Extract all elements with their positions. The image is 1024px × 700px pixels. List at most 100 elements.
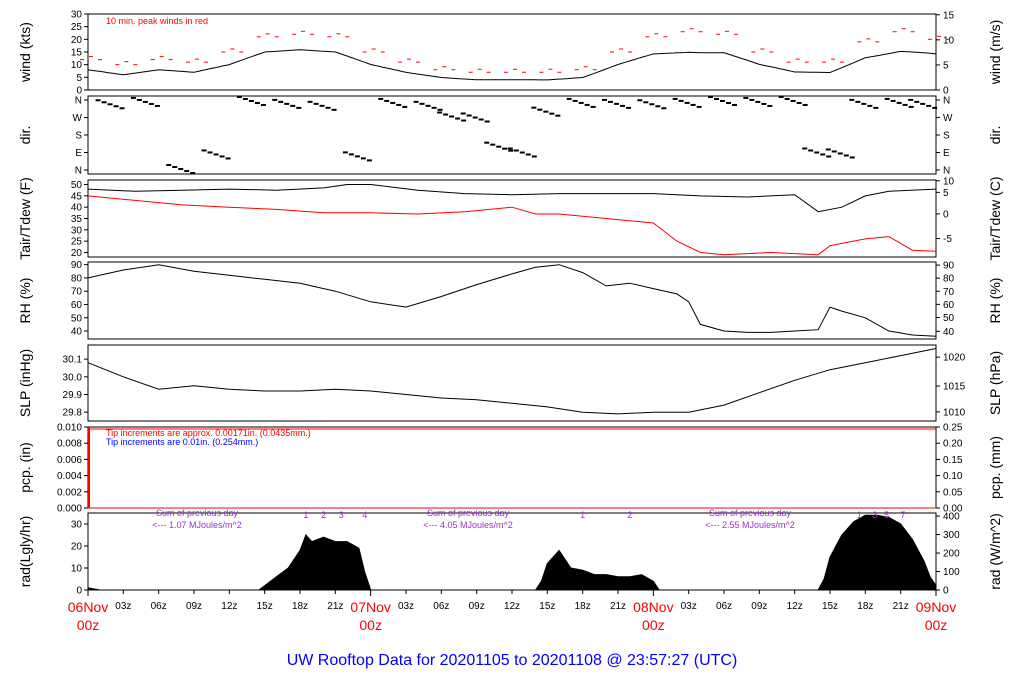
left-tick-label: 0.002 (57, 487, 82, 498)
direction-mark (325, 106, 331, 109)
left-tick-label: 90 (71, 260, 83, 271)
x-tick-label: 09z (751, 601, 767, 612)
direction-mark (778, 95, 784, 98)
y-label-left: wind (kts) (17, 22, 33, 83)
direction-mark (260, 103, 266, 106)
direction-mark (678, 99, 684, 102)
direction-mark (184, 170, 190, 173)
direction-mark (726, 101, 731, 104)
left-tick-label: 25 (71, 22, 83, 33)
direction-mark (932, 106, 938, 109)
x-tick-label: 21z (327, 601, 343, 612)
left-tick-label: 20 (71, 248, 83, 259)
direction-mark (342, 151, 348, 154)
direction-mark (490, 143, 496, 146)
direction-mark (437, 111, 443, 114)
right-tick-label: W (943, 113, 953, 124)
direction-mark (172, 166, 178, 169)
right-tick-label: S (943, 131, 950, 142)
direction-mark (154, 104, 160, 107)
radiation-marker: 1 (857, 510, 862, 520)
direction-mark (225, 157, 231, 160)
x-tick-label: 06z (716, 601, 732, 612)
direction-mark (537, 108, 543, 111)
direction-mark (331, 108, 337, 111)
y-label-left: dir. (17, 126, 33, 145)
panel-slp: 29.8 29.9 30.0 30.1 1010 1015 1020 SLP (inHg) SL… (17, 344, 1003, 422)
x-day-label: 09Nov (916, 599, 956, 615)
direction-mark (507, 147, 513, 150)
x-tick-label: 06z (151, 601, 167, 612)
direction-mark (902, 103, 908, 106)
x-tick-label: 18z (575, 601, 591, 612)
x-day-time: 00z (642, 617, 665, 633)
direction-mark (248, 99, 254, 102)
direction-mark (95, 99, 101, 102)
direction-mark (513, 149, 519, 152)
right-tick-label: 80 (943, 274, 955, 285)
right-tick-label: 200 (943, 549, 960, 560)
direction-mark (219, 155, 225, 158)
x-day-label: 07Nov (350, 599, 390, 615)
left-tick-label: 0 (76, 586, 82, 597)
x-day-time: 00z (77, 617, 100, 633)
wind-speed-line (87, 49, 937, 81)
direction-mark (914, 100, 920, 103)
direction-mark (784, 97, 790, 100)
left-tick-label: N (75, 166, 82, 177)
direction-mark (655, 105, 661, 108)
left-tick-label: 45 (71, 191, 83, 202)
y-label-right: wind (m/s) (987, 20, 1003, 86)
y-label-right: RH (%) (987, 278, 1003, 324)
left-tick-label: 0.004 (57, 471, 82, 482)
left-tick-label: 30 (71, 520, 83, 531)
direction-mark (296, 106, 302, 109)
direction-mark (578, 101, 584, 104)
left-tick-label: 30 (71, 225, 83, 236)
radiation-marker: 4 (362, 510, 367, 520)
chart-title: UW Rooftop Data for 20201105 to 20201108… (287, 652, 738, 669)
direction-mark (360, 157, 366, 160)
left-tick-label: W (73, 113, 83, 124)
y-label-right: rad (W/m^2) (987, 513, 1003, 590)
radiation-area (87, 534, 372, 591)
left-tick-label: 30.0 (63, 372, 83, 383)
direction-mark (696, 105, 702, 108)
x-tick-label: 09z (469, 601, 485, 612)
right-tick-label: 1015 (943, 382, 966, 393)
radiation-marker: 1 (580, 510, 585, 520)
right-tick-label: 0.25 (943, 423, 963, 434)
direction-mark (602, 98, 607, 101)
right-tick-label: 1020 (943, 353, 966, 364)
direction-mark (849, 98, 855, 101)
direction-mark (626, 106, 631, 109)
right-tick-label: 0 (943, 586, 949, 597)
direction-mark (531, 155, 537, 158)
direction-mark (166, 164, 172, 167)
direction-mark (366, 159, 372, 162)
left-tick-label: 40 (71, 327, 83, 338)
y-label-left: pcp. (in) (17, 442, 33, 493)
direction-mark (201, 149, 207, 152)
series-line-Tair (87, 184, 937, 213)
right-tick-label: 0.10 (943, 471, 963, 482)
right-tick-label: 400 (943, 512, 960, 523)
left-tick-label: 20 (71, 35, 83, 46)
left-tick-label: 20 (71, 542, 83, 553)
direction-mark (743, 96, 749, 99)
left-tick-label: 80 (71, 273, 83, 284)
direction-mark (307, 100, 313, 103)
day-sum-value: <--- 4.05 MJoules/m^2 (423, 520, 513, 530)
left-tick-label: 50 (71, 180, 83, 191)
direction-mark (590, 105, 596, 108)
right-tick-label: E (943, 148, 950, 159)
direction-mark (272, 98, 278, 101)
radiation-marker: 7 (901, 510, 906, 520)
right-tick-label: 60 (943, 300, 955, 311)
x-tick-label: 21z (610, 601, 626, 612)
pcp-note-blue: Tip increments are 0.01in. (0.254mm.) (106, 437, 258, 447)
direction-mark (855, 100, 861, 103)
direction-mark (136, 98, 142, 101)
